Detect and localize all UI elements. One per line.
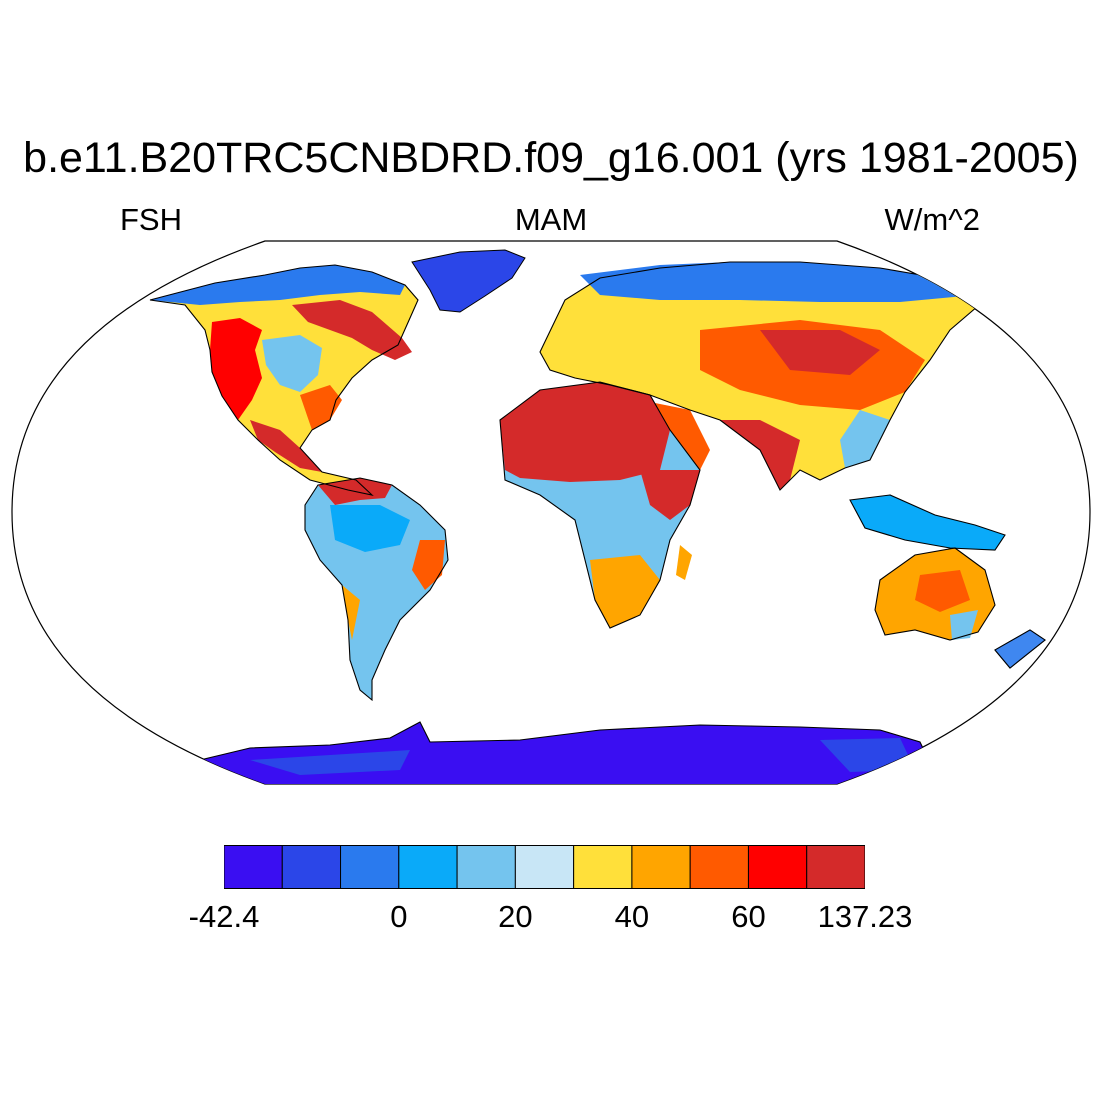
colorbar-swatch [573,845,633,889]
units-label: W/m^2 [884,202,980,237]
colorbar-tick-label: 60 [731,899,766,934]
colorbar-tick-label: 137.23 [817,899,913,934]
colorbar-swatch [806,845,865,889]
new-zealand-outline [994,629,1046,669]
season-label: MAM [514,202,588,237]
colorbar-swatch [514,845,575,889]
colorbar-swatch [281,845,342,889]
north-america-landmass [150,265,418,495]
colorbar-tick-label: -42.4 [188,899,260,934]
greenland-landmass [411,249,526,313]
australia-landmass [875,548,995,640]
variable-label: FSH [120,202,182,237]
southeast-asia-islands [850,495,1005,550]
colorbar-swatch [224,845,283,889]
colorbar-swatch [689,845,749,889]
africa-landmass [500,382,700,628]
eurasia-landmass [540,262,985,490]
colorbar-swatch [747,845,808,889]
colorbar-swatch [456,845,516,889]
colorbar-tick-label: 20 [498,899,533,934]
plot-title: b.e11.B20TRC5CNBDRD.f09_g16.001 (yrs 198… [23,134,1079,182]
colorbar-tick-label: 0 [390,899,408,934]
colorbar-tick-label: 40 [614,899,650,934]
colorbar-swatch [398,845,458,889]
colorbar-swatch [631,845,691,889]
colorbar [224,845,865,889]
colorbar-swatch [340,845,400,889]
